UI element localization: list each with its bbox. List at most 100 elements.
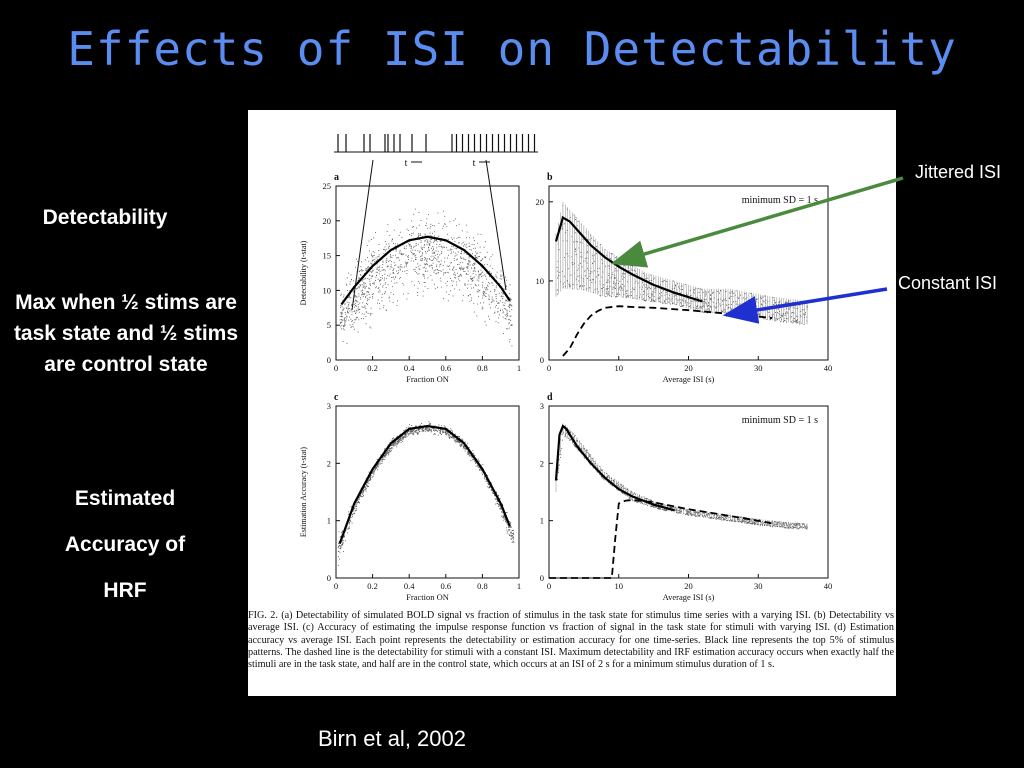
scatter-point (497, 503, 499, 505)
scatter-point (388, 261, 390, 262)
scatter-point (394, 265, 396, 267)
scatter-point (687, 513, 689, 515)
scatter-point (435, 273, 437, 275)
scatter-point (664, 508, 666, 510)
scatter-point (452, 239, 454, 241)
scatter-point (728, 514, 730, 516)
scatter-point (403, 284, 405, 286)
scatter-point (424, 270, 426, 272)
scatter-point (404, 266, 405, 268)
scatter-point (698, 288, 700, 290)
scatter-point (377, 271, 379, 273)
scatter-point (763, 522, 765, 523)
scatter-point (417, 433, 419, 435)
scatter-point (416, 431, 417, 433)
scatter-point (779, 523, 781, 525)
scatter-point (412, 430, 414, 432)
scatter-point (425, 257, 427, 259)
scatter-point (801, 526, 803, 528)
scatter-point (686, 304, 688, 306)
scatter-point (467, 452, 469, 454)
scatter-point (477, 233, 479, 235)
scatter-point (342, 551, 344, 553)
scatter-point (713, 302, 715, 304)
scatter-point (377, 299, 379, 301)
scatter-point (472, 450, 474, 452)
scatter-point (781, 525, 783, 527)
scatter-point (361, 289, 363, 291)
scatter-point (366, 311, 368, 313)
scatter-point (760, 524, 762, 526)
scatter-point (705, 290, 707, 292)
scatter-point (488, 296, 490, 298)
scatter-point (466, 273, 468, 274)
scatter-point (413, 269, 415, 271)
scatter-point (505, 308, 506, 310)
scatter-point (423, 429, 425, 431)
scatter-point (351, 320, 353, 322)
scatter-point (566, 432, 568, 433)
scatter-point (341, 314, 343, 316)
scatter-point (700, 307, 702, 309)
scatter-point (444, 215, 446, 217)
scatter-point (381, 269, 383, 271)
scatter-point (782, 523, 784, 525)
scatter-point (381, 460, 383, 462)
scatter-point (343, 542, 344, 544)
scatter-point (397, 442, 399, 444)
scatter-point (373, 471, 375, 472)
scatter-point (662, 290, 664, 292)
scatter-point (482, 292, 484, 294)
scatter-point (645, 278, 647, 280)
scatter-point (600, 295, 602, 297)
scatter-point (455, 269, 457, 271)
scatter-point (423, 244, 425, 246)
scatter-point (645, 286, 647, 288)
scatter-point (664, 301, 666, 303)
scatter-point (393, 262, 395, 264)
scatter-point (464, 284, 466, 286)
scatter-point (782, 522, 784, 524)
scatter-point (417, 265, 419, 267)
scatter-point (631, 492, 632, 494)
scatter-point (385, 454, 387, 456)
scatter-point (354, 303, 356, 305)
scatter-point (728, 517, 730, 518)
scatter-point (469, 294, 471, 296)
scatter-point (348, 272, 350, 274)
scatter-point (357, 306, 359, 308)
scatter-point (562, 439, 563, 441)
scatter-point (635, 500, 637, 502)
scatter-point (446, 285, 448, 287)
scatter-point (416, 429, 418, 431)
scatter-point (589, 239, 591, 241)
scatter-point (484, 321, 486, 323)
scatter-point (797, 319, 798, 321)
scatter-point (351, 308, 353, 310)
scatter-point (340, 305, 342, 306)
scatter-point (380, 283, 381, 285)
scatter-point (339, 544, 341, 546)
scatter-point (363, 286, 365, 288)
scatter-point (377, 256, 379, 258)
scatter-point (654, 291, 656, 293)
scatter-point (505, 520, 507, 522)
scatter-point (422, 295, 424, 297)
scatter-point (399, 278, 401, 280)
scatter-point (460, 267, 462, 269)
scatter-point (680, 303, 682, 305)
scatter-point (622, 278, 624, 280)
scatter-point (340, 313, 342, 314)
scatter-point (420, 425, 422, 427)
scatter-point (741, 521, 743, 522)
scatter-point (402, 438, 403, 440)
scatter-point (764, 525, 765, 526)
scatter-point (610, 296, 612, 298)
scatter-point (465, 237, 467, 239)
scatter-point (375, 231, 377, 233)
scatter-point (376, 267, 378, 269)
scatter-point (729, 292, 731, 294)
scatter-point (495, 305, 497, 307)
scatter-point (563, 223, 565, 225)
scatter-point (498, 317, 499, 319)
